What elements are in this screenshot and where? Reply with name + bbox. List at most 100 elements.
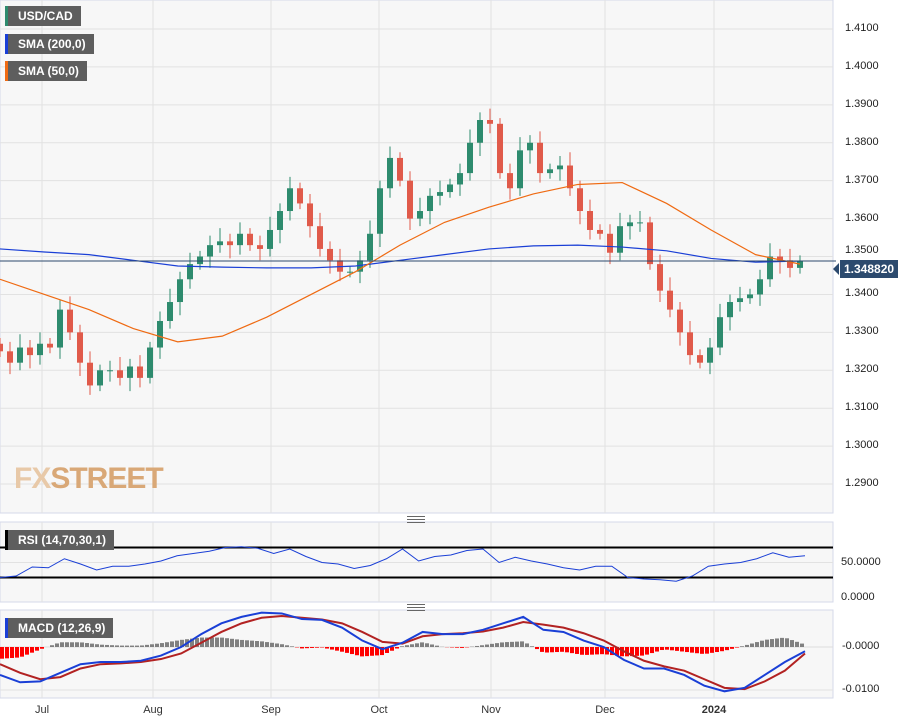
macd-histogram-bar bbox=[370, 647, 374, 656]
x-tick-label: Aug bbox=[143, 704, 163, 716]
macd-histogram-bar bbox=[535, 647, 539, 650]
macd-histogram-bar bbox=[340, 647, 344, 652]
macd-histogram-bar bbox=[240, 639, 244, 647]
candle-up bbox=[197, 256, 203, 265]
macd-histogram-bar bbox=[520, 641, 524, 647]
macd-histogram-bar bbox=[155, 643, 159, 647]
macd-histogram-bar bbox=[390, 647, 394, 651]
panel-resize-handle[interactable] bbox=[407, 516, 425, 523]
macd-histogram-bar bbox=[315, 647, 319, 648]
macd-histogram-bar bbox=[265, 642, 269, 647]
macd-histogram-bar bbox=[630, 647, 634, 657]
candle-up bbox=[747, 294, 753, 299]
legend-rsi[interactable]: RSI (14,70,30,1) bbox=[5, 530, 115, 550]
candle-up bbox=[727, 302, 733, 318]
candle-up bbox=[37, 343, 43, 356]
x-tick-label: Nov bbox=[481, 704, 501, 716]
macd-histogram-bar bbox=[485, 644, 489, 647]
macd-histogram-bar bbox=[250, 640, 254, 647]
macd-histogram-bar bbox=[360, 647, 364, 657]
macd-histogram-bar bbox=[680, 647, 684, 652]
macd-histogram-bar bbox=[205, 637, 209, 647]
rsi-line bbox=[0, 546, 806, 582]
macd-histogram-bar bbox=[530, 646, 534, 647]
macd-histogram-bar bbox=[380, 647, 384, 656]
x-tick-label: Dec bbox=[595, 704, 615, 716]
candle-up bbox=[97, 370, 103, 386]
macd-histogram-bar bbox=[210, 637, 214, 647]
macd-histogram-bar bbox=[640, 647, 644, 656]
candle-down bbox=[317, 226, 323, 249]
macd-histogram-bar bbox=[300, 647, 304, 649]
candle-down bbox=[487, 120, 493, 124]
candle-down bbox=[587, 211, 593, 230]
macd-histogram-bar bbox=[135, 645, 139, 647]
candle-down bbox=[327, 248, 333, 261]
macd-histogram-bar bbox=[280, 644, 284, 647]
macd-histogram-bar bbox=[410, 644, 414, 647]
macd-histogram-bar bbox=[95, 644, 99, 647]
macd-histogram-bar bbox=[665, 647, 669, 650]
macd-histogram-bar bbox=[510, 641, 514, 647]
legend-sma50[interactable]: SMA (50,0) bbox=[5, 61, 87, 81]
macd-histogram-bar bbox=[660, 647, 664, 651]
macd-histogram-bar bbox=[190, 638, 194, 647]
macd-histogram-bar bbox=[635, 647, 639, 656]
macd-histogram-bar bbox=[55, 643, 59, 647]
macd-histogram-bar bbox=[30, 647, 34, 653]
macd-histogram-bar bbox=[145, 644, 149, 647]
x-tick-label: Jul bbox=[34, 704, 50, 716]
macd-histogram-bar bbox=[745, 644, 749, 647]
candle-up bbox=[617, 226, 623, 253]
macd-histogram-bar bbox=[595, 647, 599, 655]
candle-down bbox=[227, 241, 233, 246]
y-tick-label: 1.4100 bbox=[845, 22, 879, 34]
candle-down bbox=[507, 173, 513, 189]
macd-histogram-bar bbox=[590, 647, 594, 655]
candle-up bbox=[737, 298, 743, 303]
macd-histogram-bar bbox=[555, 647, 559, 653]
candle-up bbox=[187, 264, 193, 280]
candle-up bbox=[127, 366, 133, 378]
candle-down bbox=[77, 332, 83, 363]
macd-histogram-bar bbox=[85, 643, 89, 647]
y-tick-label: 1.3700 bbox=[845, 173, 879, 186]
macd-histogram-bar bbox=[350, 647, 354, 655]
legend-usdcad[interactable]: USD/CAD bbox=[5, 6, 81, 26]
macd-histogram-bar bbox=[285, 645, 289, 647]
macd-histogram-bar bbox=[750, 643, 754, 647]
macd-histogram-bar bbox=[800, 643, 804, 647]
candle-down bbox=[397, 157, 403, 181]
candle-down bbox=[117, 370, 123, 378]
candle-down bbox=[67, 309, 73, 333]
macd-histogram-bar bbox=[795, 641, 799, 647]
macd-histogram-bar bbox=[175, 640, 179, 647]
macd-histogram-bar bbox=[650, 647, 654, 654]
legend-sma200[interactable]: SMA (200,0) bbox=[5, 34, 94, 54]
macd-histogram-bar bbox=[105, 644, 109, 647]
candle-down bbox=[597, 229, 603, 234]
panel-resize-handle[interactable] bbox=[407, 604, 425, 611]
macd-histogram-bar bbox=[385, 647, 389, 653]
candle-up bbox=[447, 184, 453, 193]
macd-histogram-bar bbox=[260, 641, 264, 647]
y-tick-label: 1.3800 bbox=[845, 135, 879, 148]
macd-histogram-bar bbox=[560, 647, 564, 652]
candle-up bbox=[347, 271, 353, 273]
macd-histogram-bar bbox=[605, 647, 609, 655]
macd-histogram-bar bbox=[0, 647, 4, 659]
candle-down bbox=[567, 165, 573, 189]
macd-histogram-bar bbox=[120, 645, 124, 647]
macd-histogram-bar bbox=[600, 647, 604, 655]
macd-histogram-bar bbox=[365, 647, 369, 657]
macd-histogram-bar bbox=[25, 647, 29, 655]
y-tick-label: 1.3100 bbox=[845, 401, 879, 414]
macd-histogram-bar bbox=[670, 647, 674, 651]
macd-histogram-bar bbox=[585, 647, 589, 655]
macd-histogram-bar bbox=[570, 647, 574, 654]
legend-macd[interactable]: MACD (12,26,9) bbox=[5, 618, 114, 638]
candle-down bbox=[657, 264, 663, 291]
macd-histogram-bar bbox=[345, 647, 349, 653]
fxstreet-watermark: FXSTREET bbox=[14, 462, 164, 495]
candle-down bbox=[27, 347, 33, 356]
